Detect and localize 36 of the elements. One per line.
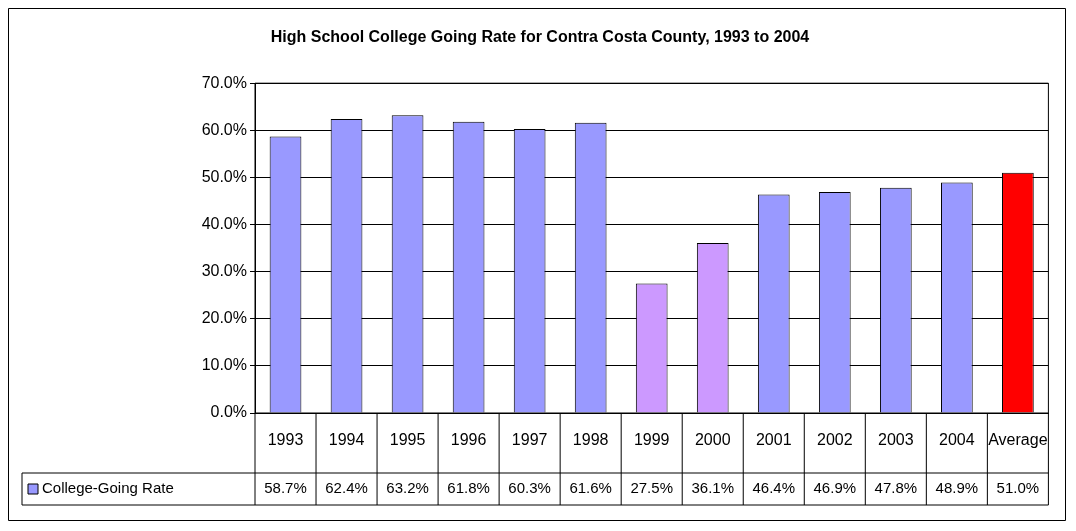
chart-title: High School College Going Rate for Contra Costa County, 1993 to 2004 <box>270 28 810 46</box>
data-label: 60.3% <box>508 479 551 497</box>
data-label: 46.4% <box>752 479 796 497</box>
y-tick-label: 60.0% <box>201 120 247 138</box>
y-tick-label: 40.0% <box>201 214 247 232</box>
x-tick-label: 1998 <box>572 431 609 449</box>
x-tick-label: 1993 <box>267 431 304 449</box>
x-tick-label: 1999 <box>633 431 670 449</box>
y-tick-label: 20.0% <box>201 309 247 327</box>
data-label: 48.9% <box>935 479 979 497</box>
data-label: 62.4% <box>325 479 368 497</box>
x-tick-label: 1995 <box>389 431 426 449</box>
x-tick-label: Average <box>988 431 1048 449</box>
data-label: 51.0% <box>996 479 1040 497</box>
x-tick-label: 1994 <box>328 431 365 449</box>
data-label: 61.8% <box>447 479 490 497</box>
x-tick-label: 2002 <box>817 431 853 449</box>
data-label: 47.8% <box>874 479 918 497</box>
x-tick-label: 1997 <box>511 431 548 449</box>
y-tick-label: 70.0% <box>201 73 247 91</box>
data-label: 61.6% <box>569 479 612 497</box>
data-label: 36.1% <box>691 479 735 497</box>
y-tick-label: 10.0% <box>201 356 247 374</box>
data-label: 58.7% <box>264 479 307 497</box>
x-tick-label: 2003 <box>878 431 914 449</box>
x-tick-label: 1996 <box>450 431 487 449</box>
y-tick-label: 30.0% <box>201 262 247 280</box>
x-tick-label: 2000 <box>694 431 731 449</box>
data-label: 46.9% <box>813 479 857 497</box>
data-label: 63.2% <box>386 479 429 497</box>
x-tick-label: 2004 <box>939 431 975 449</box>
legend-label: College-Going Rate <box>42 479 174 497</box>
data-label: 27.5% <box>630 479 673 497</box>
x-tick-label: 2001 <box>755 431 792 449</box>
y-tick-label: 50.0% <box>201 167 247 185</box>
y-tick-label: 0.0% <box>210 403 247 421</box>
